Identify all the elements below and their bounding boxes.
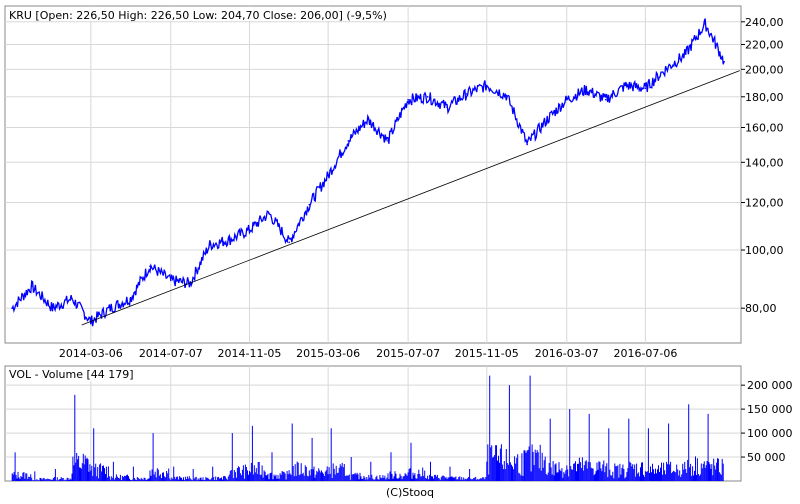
price-point	[625, 84, 627, 87]
price-point	[485, 84, 488, 87]
volume-title-background	[6, 367, 146, 381]
price-x-ticks: 2014-03-06 2014-07-07 2014-11-05 2015-03-06…	[59, 347, 678, 360]
price-point	[407, 98, 409, 101]
price-y-tick-label: 200,00	[745, 63, 784, 76]
price-point	[505, 94, 508, 97]
price-point	[268, 212, 270, 215]
price-point	[366, 118, 369, 121]
price-y-tick-label: 100,00	[745, 244, 784, 257]
price-point	[228, 238, 231, 241]
trend-line	[81, 70, 740, 326]
price-x-tick-label: 2015-11-05	[455, 347, 519, 360]
price-point	[526, 143, 528, 146]
volume-y-tick-label: 50 000	[747, 451, 786, 464]
price-y-tick-label: 180,00	[745, 91, 784, 104]
price-point	[209, 244, 211, 246]
price-y-tick-label: 140,00	[745, 156, 784, 169]
price-x-tick-label: 2014-07-07	[139, 347, 203, 360]
volume-y-tick-label: 200 000	[747, 379, 793, 392]
volume-y-ticks: 50 000 100 000 150 000 200 000	[741, 379, 793, 464]
price-x-tick-label: 2015-03-06	[296, 347, 360, 360]
volume-y-tick-label: 100 000	[747, 427, 793, 440]
price-point	[109, 307, 112, 309]
price-panel	[4, 5, 742, 344]
volume-grid	[5, 366, 741, 481]
price-point	[546, 118, 549, 121]
price-y-tick-label: 160,00	[745, 122, 784, 135]
price-point	[308, 203, 311, 206]
price-y-ticks: 80,00 100,00 120,00 140,00 160,00 180,00 200,0…	[741, 16, 784, 315]
price-point	[327, 174, 329, 177]
price-point	[169, 279, 172, 282]
price-point	[288, 241, 290, 244]
price-point	[347, 140, 350, 142]
price-point	[465, 93, 468, 95]
price-point	[149, 265, 151, 267]
footer-copyright: (C)Stooq	[386, 486, 434, 499]
volume-y-tick-label: 150 000	[747, 403, 793, 416]
price-y-tick-label: 80,00	[745, 302, 777, 315]
price-x-tick-label: 2015-07-07	[376, 347, 440, 360]
price-y-tick-label: 120,00	[745, 196, 784, 209]
price-point	[684, 53, 687, 55]
price-x-tick-label: 2016-07-06	[613, 347, 677, 360]
volume-bars	[11, 375, 724, 481]
price-point	[387, 140, 389, 142]
price-y-tick-label: 220,00	[745, 38, 784, 51]
price-point	[129, 297, 132, 300]
price-point	[426, 95, 429, 98]
price-point	[565, 98, 568, 101]
price-point	[704, 23, 707, 25]
price-x-tick-label: 2016-03-07	[535, 347, 599, 360]
price-x-tick-label: 2014-11-05	[217, 347, 281, 360]
price-point	[11, 307, 13, 309]
price-point	[664, 68, 667, 71]
volume-title: VOL - Volume [44 179]	[9, 368, 134, 381]
price-point	[71, 297, 73, 300]
price-series	[11, 18, 740, 327]
title-background	[6, 7, 376, 21]
price-point	[51, 307, 54, 309]
price-x-tick-label: 2014-03-06	[59, 347, 123, 360]
price-y-tick-label: 240,00	[745, 16, 784, 29]
price-series-kru	[11, 18, 725, 327]
price-point	[644, 87, 647, 90]
price-point	[30, 285, 33, 288]
price-point	[604, 98, 607, 101]
price-point	[248, 229, 251, 231]
price-point	[446, 106, 448, 108]
price-point	[585, 88, 588, 91]
price-point	[723, 60, 725, 63]
price-title: KRU [Open: 226,50 High: 226,50 Low: 204,…	[9, 9, 387, 22]
